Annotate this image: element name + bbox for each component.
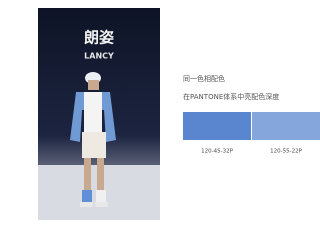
screen: 朗姿 LANCY 同一色相配色 在PANTONE体系中亮配色深度 120-45-… xyxy=(0,0,320,242)
color-swatch xyxy=(183,112,251,140)
photo: 朗姿 LANCY xyxy=(38,8,160,220)
caption-line: 在PANTONE体系中亮配色深度 xyxy=(183,92,279,101)
swatch-label: 120-55-22P xyxy=(270,149,302,155)
swatch-label: 120-45-32P xyxy=(201,149,233,155)
brand: 朗姿 xyxy=(84,29,114,47)
caption-line: 同一色相配色 xyxy=(183,74,225,83)
color-swatch xyxy=(252,112,320,140)
brand-latin: LANCY xyxy=(84,52,114,61)
page: 朗姿 LANCY 同一色相配色 在PANTONE体系中亮配色深度 120-45-… xyxy=(0,0,320,242)
swatches: 120-45-32P 120-55-22P xyxy=(183,112,320,155)
